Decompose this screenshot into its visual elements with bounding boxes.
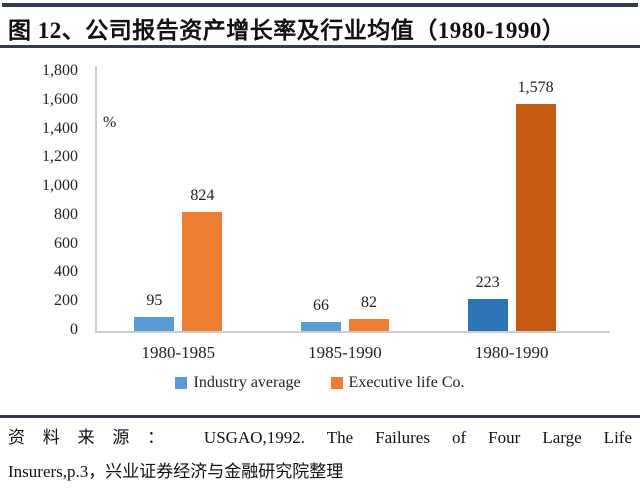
bar-value-label: 95 — [146, 292, 163, 310]
bar-executive-life-co- — [515, 103, 556, 331]
bar-executive-life-co- — [349, 319, 389, 331]
x-axis-category-label: 1985-1990 — [308, 343, 382, 362]
x-axis-category-label: 1980-1985 — [141, 343, 216, 362]
top-rule — [2, 3, 638, 7]
chart-legend: Industry average Executive life Co. — [0, 374, 640, 392]
legend-item: Industry average — [175, 374, 301, 392]
y-axis-unit-label: % — [103, 114, 117, 131]
y-axis-tick-label: 400 — [54, 263, 78, 281]
bar-value-label: 66 — [313, 296, 329, 314]
y-axis-tick-label: 1,600 — [42, 90, 78, 108]
source-text-line1: 资料来源： USGAO,1992. The Failures of Four L… — [8, 428, 632, 447]
y-axis-tick-label: 200 — [54, 292, 78, 310]
bar-value-label: 824 — [190, 187, 215, 205]
y-axis-tick-label: 1,200 — [42, 148, 78, 166]
legend-label: Industry average — [193, 374, 301, 391]
bar-value-label: 1,578 — [517, 78, 554, 96]
bar-value-label: 82 — [361, 294, 377, 312]
y-axis-tick-label: 0 — [70, 321, 78, 338]
y-axis-tick-label: 1,000 — [42, 177, 78, 195]
bar-industry-average — [134, 317, 175, 331]
legend-swatch-icon — [330, 377, 343, 389]
legend-swatch-icon — [175, 377, 188, 389]
title-bottom-rule — [0, 45, 640, 48]
x-axis-line — [95, 331, 610, 333]
legend-item: Executive life Co. — [330, 374, 465, 392]
y-axis-tick-label: 1,800 — [42, 62, 78, 79]
bar-industry-average — [301, 321, 341, 331]
y-axis-tick-label: 800 — [54, 205, 78, 223]
y-axis-tick-label: 1,400 — [42, 119, 78, 137]
y-axis-line — [95, 66, 97, 331]
bar-industry-average — [467, 298, 508, 331]
bar-value-label: 223 — [475, 273, 500, 291]
figure-title: 图 12、公司报告资产增长率及行业均值（1980-1990） — [8, 18, 566, 43]
y-axis-tick-label: 600 — [54, 234, 78, 252]
bar-chart: % 0 200 400 600 800 1,000 1,200 1,400 1,600 1,800… — [0, 48, 640, 415]
footer-rule — [0, 415, 640, 418]
x-axis-category-label: 1980-1990 — [474, 343, 549, 362]
bar-executive-life-co- — [182, 212, 223, 331]
source-text-line2: Insurers,p.3，兴业证券经济与金融研究院整理 — [8, 462, 344, 481]
legend-label: Executive life Co. — [348, 374, 465, 391]
